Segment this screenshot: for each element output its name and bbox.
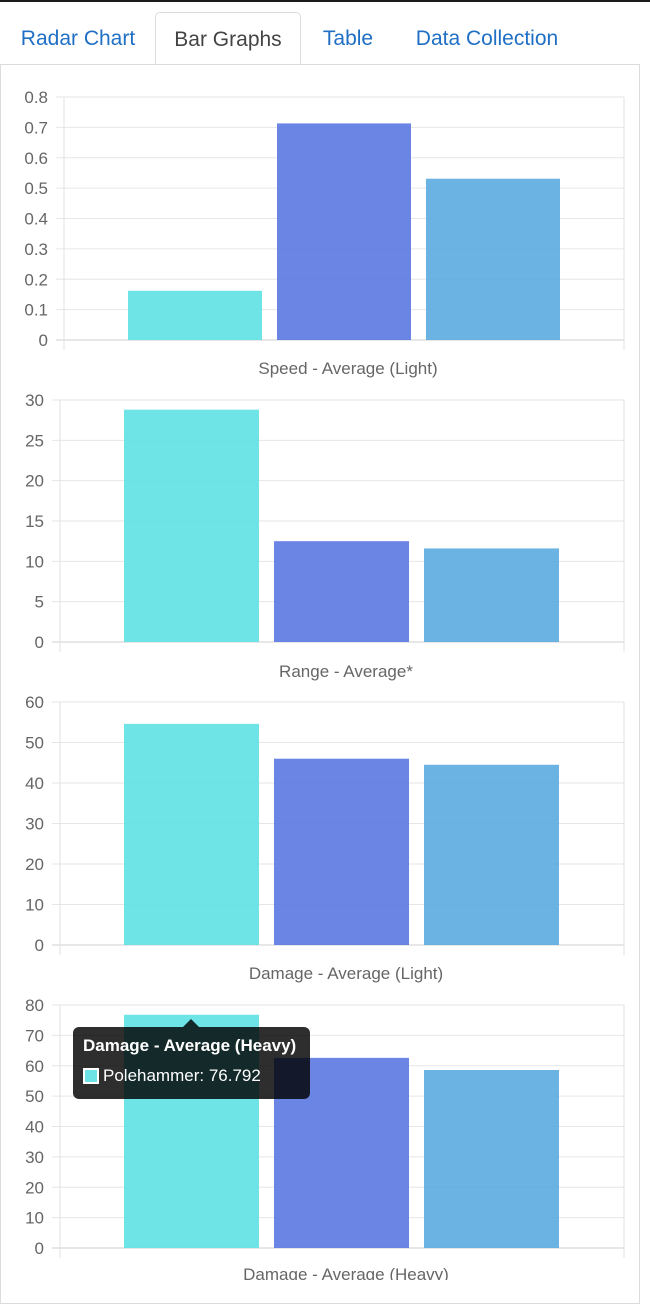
y-tick-label: 10 [25, 552, 44, 571]
y-tick-label: 50 [25, 1087, 44, 1106]
y-tick-label: 20 [25, 855, 44, 874]
y-tick-label: 0.4 [24, 210, 48, 229]
y-tick-label: 0 [35, 1239, 44, 1258]
tab-radar-chart[interactable]: Radar Chart [20, 27, 136, 50]
y-tick-label: 25 [25, 431, 44, 450]
tooltip-caret [183, 1019, 199, 1027]
bar [124, 723, 259, 945]
y-tick-label: 0.8 [24, 88, 48, 107]
tooltip-row: Polehammer: 76.792 [83, 1065, 300, 1087]
y-tick-label: 70 [25, 1026, 44, 1045]
y-tick-label: 30 [25, 815, 44, 834]
y-tick-label: 80 [25, 996, 44, 1015]
x-axis-label: Damage - Average (Heavy) [243, 1265, 449, 1280]
y-tick-label: 0 [35, 633, 44, 652]
top-divider [0, 0, 650, 2]
tooltip-label: Polehammer: 76.792 [103, 1066, 261, 1085]
y-tick-label: 10 [25, 896, 44, 915]
y-tick-label: 20 [25, 472, 44, 491]
y-tick-label: 40 [25, 774, 44, 793]
tab-table[interactable]: Table [322, 27, 374, 50]
bar [424, 548, 559, 642]
bar [277, 123, 411, 341]
tooltip-swatch [83, 1068, 99, 1084]
x-axis-label: Range - Average* [279, 662, 413, 681]
y-tick-label: 0.1 [24, 301, 48, 320]
tab-bar-graphs[interactable]: Bar Graphs [155, 12, 301, 65]
y-tick-label: 0.6 [24, 149, 48, 168]
y-tick-label: 30 [25, 391, 44, 410]
y-tick-label: 10 [25, 1209, 44, 1228]
y-tick-label: 0.3 [24, 240, 48, 259]
bar [274, 758, 409, 945]
y-tick-label: 50 [25, 734, 44, 753]
y-tick-label: 0.5 [24, 179, 48, 198]
bar [124, 409, 259, 642]
tab-bar: Radar Chart Bar Graphs Table Data Collec… [0, 2, 650, 65]
bar [426, 178, 560, 340]
x-axis-label: Speed - Average (Light) [258, 359, 437, 378]
y-tick-label: 0 [39, 331, 48, 350]
bar [424, 1070, 559, 1248]
y-tick-label: 15 [25, 512, 44, 531]
bar [128, 290, 262, 340]
tooltip-title: Damage - Average (Heavy) [83, 1036, 297, 1055]
y-tick-label: 0 [35, 936, 44, 955]
y-tick-label: 0.7 [24, 118, 48, 137]
y-tick-label: 60 [25, 693, 44, 712]
chart-tooltip: Damage - Average (Heavy) Polehammer: 76.… [73, 1019, 310, 1099]
y-tick-label: 20 [25, 1178, 44, 1197]
y-tick-label: 5 [35, 593, 44, 612]
y-tick-label: 30 [25, 1148, 44, 1167]
tab-data-collection[interactable]: Data Collection [415, 27, 559, 50]
x-axis-label: Damage - Average (Light) [249, 964, 443, 983]
bar [274, 541, 409, 642]
y-tick-label: 0.2 [24, 270, 48, 289]
bar [424, 764, 559, 945]
y-tick-label: 60 [25, 1057, 44, 1076]
y-tick-label: 40 [25, 1118, 44, 1137]
